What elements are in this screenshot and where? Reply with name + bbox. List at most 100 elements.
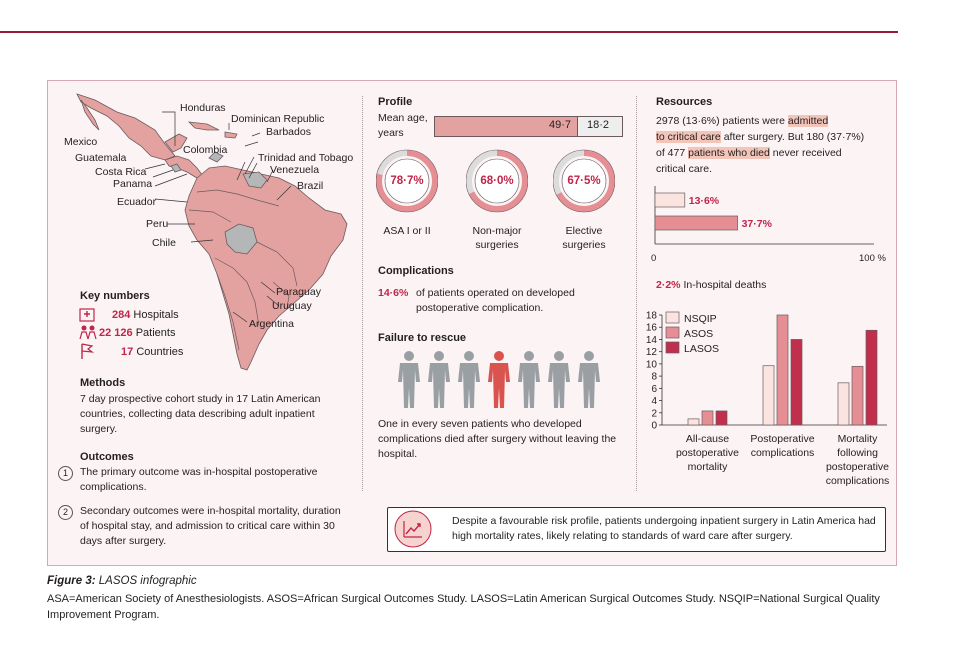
hospitals-label: Hospitals (133, 309, 179, 321)
failure-text: One in every seven patients who develope… (378, 418, 617, 460)
res-axis-max: 100 % (859, 253, 886, 264)
age-label: Mean age, years (378, 111, 428, 141)
resources-highlight: to critical care (656, 131, 721, 143)
country-label: Brazil (297, 180, 324, 192)
donut-arc (466, 150, 528, 212)
divider-right (636, 96, 637, 491)
country-label: Guatemala (75, 152, 127, 164)
patients-icon (79, 325, 97, 340)
complications-text-line: postoperative complication. (416, 302, 544, 314)
patients-label: Patients (135, 327, 176, 339)
bar-asos (776, 314, 789, 426)
hospitals-row: 284 Hospitals (112, 309, 179, 321)
outcome-item-text: Secondary outcomes were in-hospital mort… (80, 505, 341, 547)
y-tick-label: 6 (651, 384, 657, 395)
trend-up-icon (394, 510, 432, 548)
y-tick-label: 14 (646, 335, 658, 346)
y-tick-label: 10 (646, 359, 658, 370)
y-tick-label: 4 (651, 396, 657, 407)
deaths-value: 2·2% (656, 279, 681, 291)
country-label: Trinidad and Tobago (258, 152, 354, 164)
y-tick-label: 0 (651, 421, 657, 432)
resources-text: 2978 (13·6%) patients were admitted to c… (656, 113, 886, 177)
country-label: Colombia (183, 144, 228, 156)
legend-label: ASOS (684, 328, 713, 340)
hospitals-value: 284 (112, 309, 131, 321)
donut-elective (553, 149, 615, 213)
complications-title: Complications (378, 265, 454, 277)
country-label: Barbados (266, 126, 311, 138)
key-numbers-title: Key numbers (80, 290, 150, 302)
donut-label: Non-major surgeries (456, 224, 538, 252)
donut-value: 68·0% (480, 175, 514, 187)
donut-nonmajor (466, 149, 528, 213)
figure-caption-title: Figure 3: LASOS infographic (47, 575, 197, 587)
bar-lasos (790, 339, 803, 426)
x-category-label: Mortality (838, 433, 878, 445)
x-category-label: Postoperative (750, 433, 814, 445)
x-category-label: postoperative (826, 461, 889, 473)
person-icon (398, 351, 420, 408)
country-label: Paraguay (276, 286, 321, 298)
profile-title: Profile (378, 96, 413, 108)
figure-caption-italic: Figure 3: LASOS infographic (47, 575, 197, 587)
donut-label-line: Non-major (472, 225, 522, 237)
country-label: Uruguay (272, 300, 312, 312)
donut-value: 78·7% (390, 175, 424, 187)
resources-text-span: 2978 (13·6%) patients were (656, 115, 785, 127)
figure-caption-text: ASA=American Society of Anesthesiologist… (47, 593, 880, 621)
res-bar (654, 192, 686, 208)
res-axis-min: 0 (651, 253, 657, 264)
resources-highlight: patients who died (688, 147, 770, 159)
resources-text-span: never received (772, 147, 842, 159)
legend-swatch (665, 341, 680, 354)
complications-text: of patients operated on developed postop… (416, 286, 616, 316)
age-mean-bar: 49·7 (434, 116, 578, 137)
res-bar-label: 13·6% (689, 195, 720, 207)
x-category-label: All-cause (686, 433, 729, 445)
country-label: Costa Rica (95, 166, 147, 178)
person-icon (578, 351, 600, 408)
outcome-number: 2 (58, 505, 73, 520)
outcome-number: 1 (58, 466, 73, 481)
bar-nsqip (687, 418, 700, 426)
country-label: Panama (113, 178, 153, 190)
person-icon (428, 351, 450, 408)
summary-box (387, 507, 886, 552)
countries-value: 17 (121, 346, 134, 358)
divider-left (362, 96, 363, 491)
person-icon-highlighted (488, 351, 510, 408)
resources-title: Resources (656, 96, 713, 108)
country-label: Ecuador (117, 196, 157, 208)
donut-arc (376, 150, 438, 212)
donut-value: 67·5% (567, 175, 601, 187)
x-category-label: complications (826, 475, 890, 487)
country-label: Dominican Republic (231, 113, 325, 125)
methods-text: 7 day prospective cohort study in 17 Lat… (80, 393, 321, 435)
y-tick-label: 12 (646, 347, 658, 358)
deaths-row: 2·2% In-hospital deaths (656, 278, 766, 293)
patients-value: 22 126 (99, 327, 133, 339)
patients-row: 22 126 Patients (99, 327, 175, 339)
hospital-icon (79, 308, 95, 322)
donut-label: ASA I or II (366, 224, 448, 238)
age-sd-bar: 18·2 (577, 116, 623, 137)
country-label: Venezuela (270, 164, 320, 176)
donut-label-line: Elective (565, 225, 603, 237)
res-bar-label: 37·7% (742, 218, 773, 230)
donut-label-line: surgeries (475, 239, 519, 251)
resources-line: of 477 patients who died never received (656, 145, 886, 161)
resources-text-span: after surgery. But 180 (37·7%) (723, 131, 865, 143)
resources-highlight: admitted (787, 115, 829, 127)
failure-title: Failure to rescue (378, 332, 467, 344)
bar-lasos (865, 329, 878, 426)
resources-text-span: of 477 (656, 147, 686, 159)
legend-label: NSQIP (684, 313, 717, 325)
age-sd-value: 18·2 (587, 119, 610, 131)
countries-row: 17 Countries (121, 346, 183, 358)
legend-swatch (665, 326, 680, 339)
outcome-item-text: The primary outcome was in-hospital post… (80, 466, 318, 493)
top-rule (0, 31, 898, 33)
person-icon (548, 351, 570, 408)
